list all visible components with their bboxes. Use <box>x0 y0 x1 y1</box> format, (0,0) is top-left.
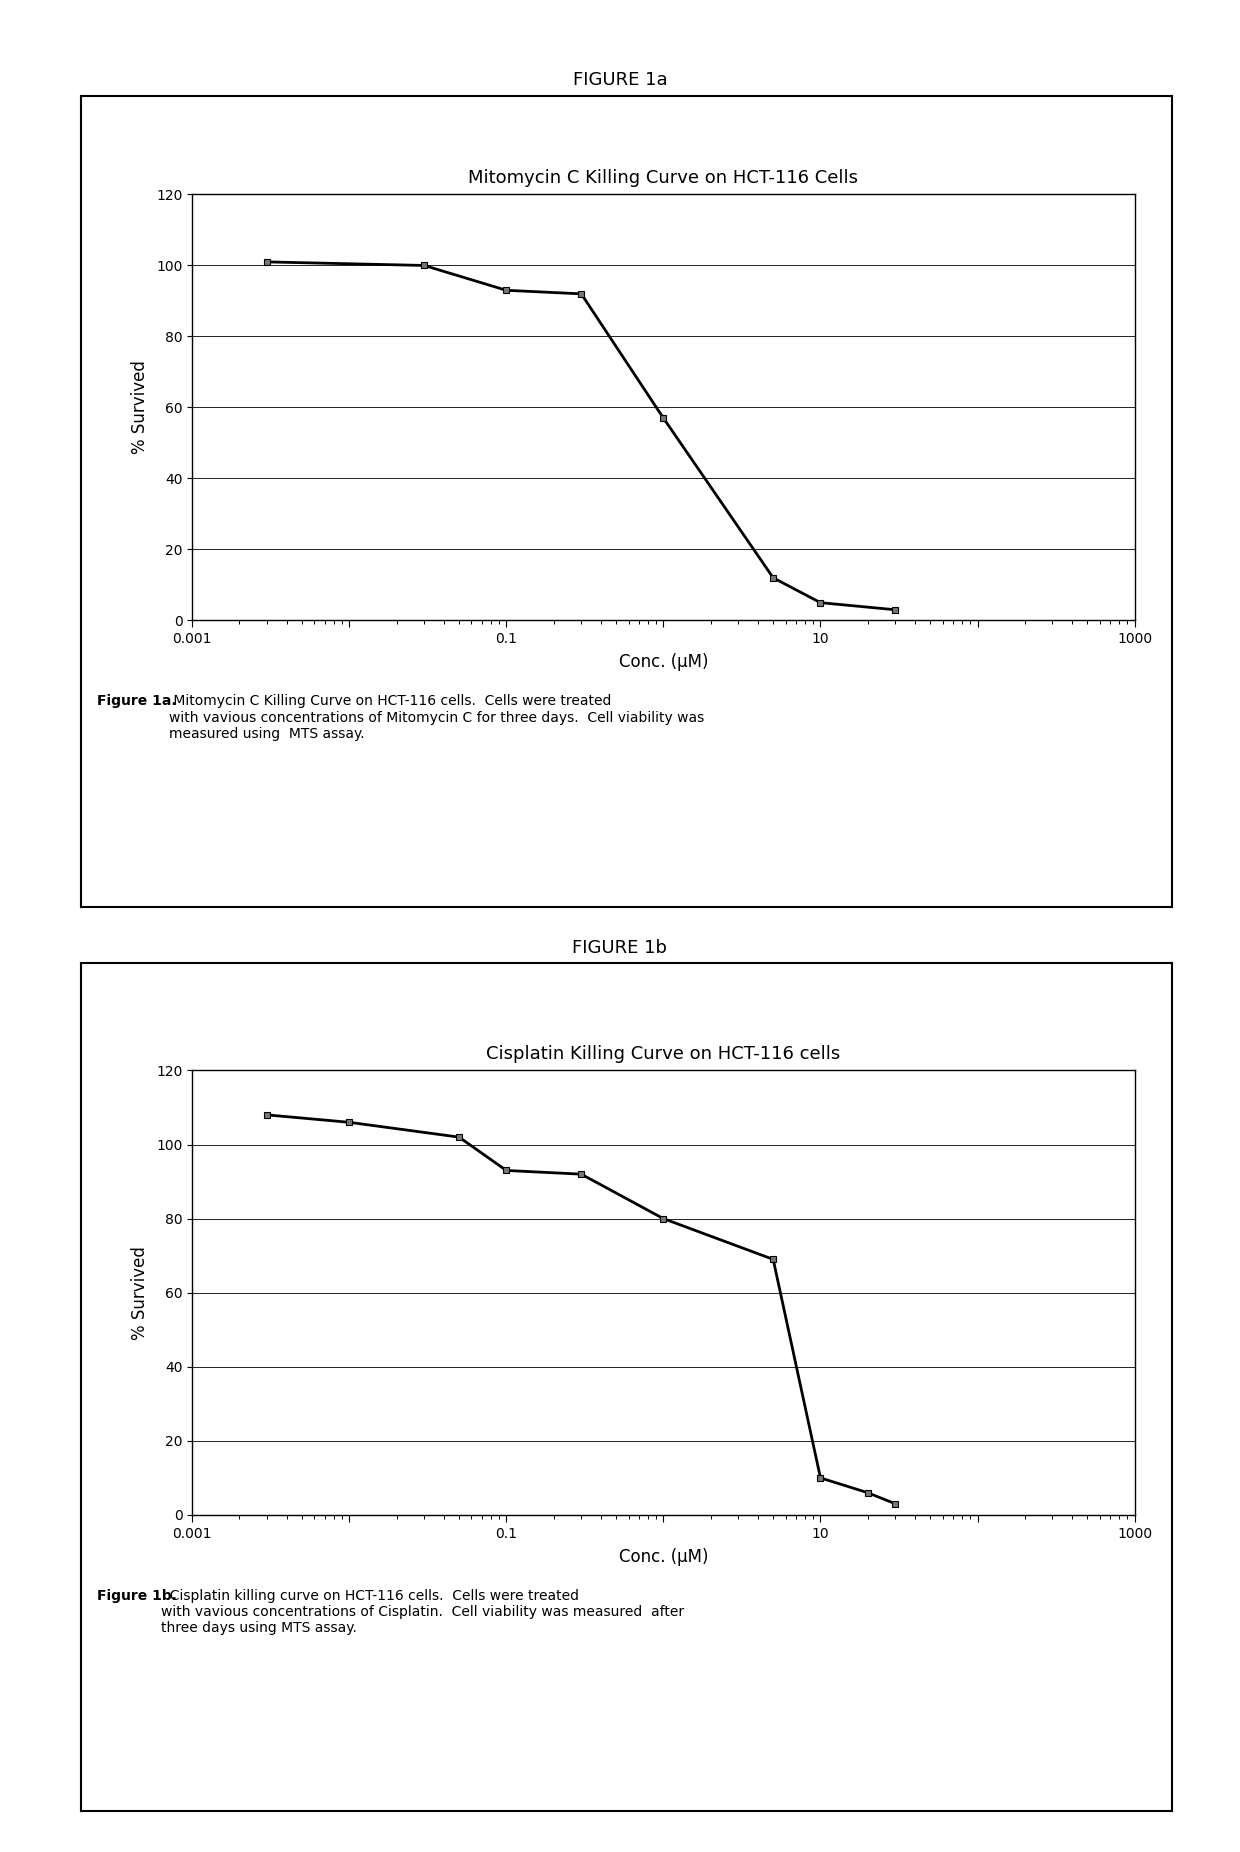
Y-axis label: % Survived: % Survived <box>131 361 149 454</box>
Text: Cisplatin killing curve on HCT-116 cells.  Cells were treated
with vavious conce: Cisplatin killing curve on HCT-116 cells… <box>161 1589 684 1635</box>
Title: Mitomycin C Killing Curve on HCT-116 Cells: Mitomycin C Killing Curve on HCT-116 Cel… <box>469 169 858 187</box>
X-axis label: Conc. (μM): Conc. (μM) <box>619 1548 708 1565</box>
Text: Figure 1b.: Figure 1b. <box>97 1589 177 1604</box>
Text: FIGURE 1b: FIGURE 1b <box>573 939 667 957</box>
Text: Figure 1a.: Figure 1a. <box>97 694 176 709</box>
X-axis label: Conc. (μM): Conc. (μM) <box>619 654 708 670</box>
Y-axis label: % Survived: % Survived <box>131 1246 149 1339</box>
Title: Cisplatin Killing Curve on HCT-116 cells: Cisplatin Killing Curve on HCT-116 cells <box>486 1045 841 1063</box>
Text: Mitomycin C Killing Curve on HCT-116 cells.  Cells were treated
with vavious con: Mitomycin C Killing Curve on HCT-116 cel… <box>169 694 704 741</box>
Text: FIGURE 1a: FIGURE 1a <box>573 70 667 89</box>
